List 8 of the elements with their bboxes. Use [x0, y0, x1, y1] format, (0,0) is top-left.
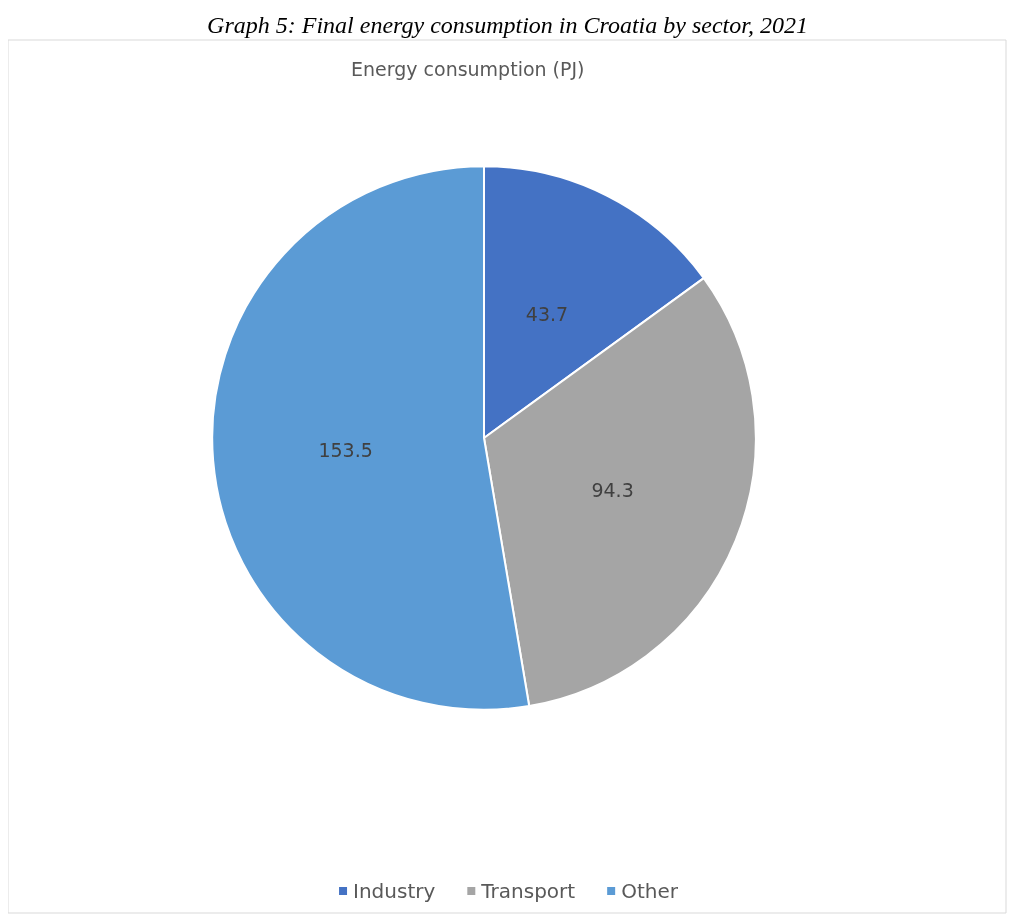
legend-label: Industry: [353, 879, 436, 903]
chart-title: Graph 5: Final energy consumption in Croatia by sector, 2021: [207, 12, 808, 38]
chart-subtitle: Energy consumption (PJ): [351, 57, 585, 80]
data-label: 43.7: [525, 303, 569, 326]
data-label: 94.3: [591, 479, 634, 502]
data-label: 153.5: [318, 438, 373, 461]
legend-label: Other: [621, 879, 679, 903]
legend-label: Transport: [480, 879, 576, 903]
